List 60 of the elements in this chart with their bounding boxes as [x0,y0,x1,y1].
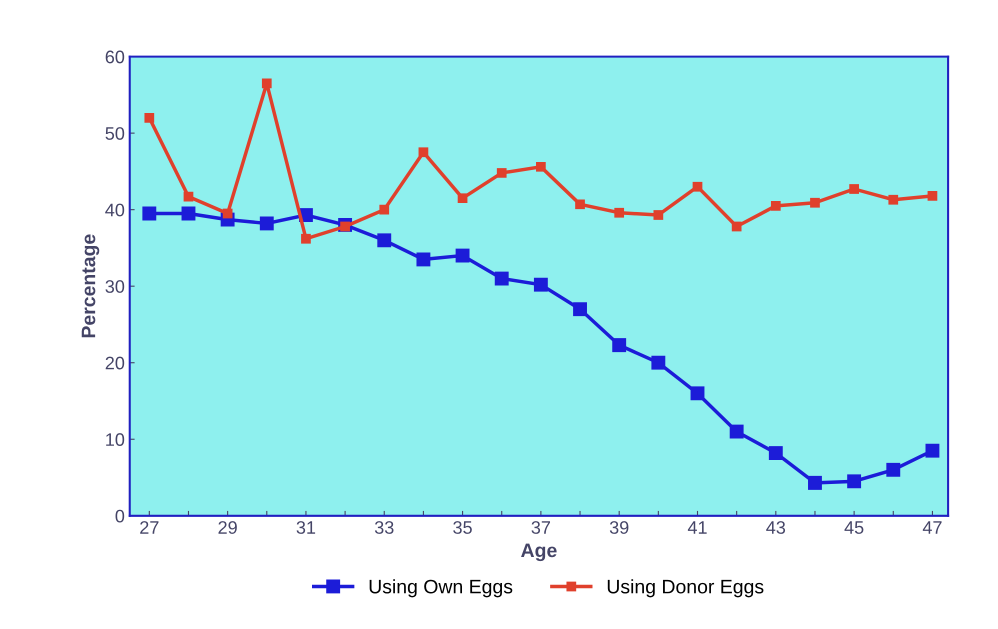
point [260,216,274,230]
point [928,191,938,201]
point [379,204,390,215]
point [575,199,585,210]
point [418,147,428,158]
x-tick-label: 39 [610,521,628,534]
point [886,462,900,477]
point [573,302,587,316]
x-axis-title: Age [521,544,557,562]
x-tick-label: 35 [453,521,472,534]
point [732,222,742,232]
point [536,162,546,172]
x-tick-label: 43 [766,521,786,534]
point [810,198,820,208]
point [768,446,783,460]
y-tick-label: 60 [106,50,124,64]
point [458,193,468,204]
point [416,252,430,266]
point [262,78,272,88]
legend-label: Using Donor Eggs [608,579,764,598]
x-tick-label: 29 [218,521,237,534]
point [456,248,470,263]
y-tick-label: 50 [106,127,124,140]
point [612,338,626,352]
point [888,194,898,205]
point [651,356,666,370]
point [534,278,548,292]
x-tick-label: 31 [296,521,316,534]
point [847,474,862,488]
y-tick-label: 0 [116,510,124,522]
point [494,272,509,286]
point [770,200,781,211]
x-tick-label: 27 [140,521,158,534]
point [849,184,859,194]
point [653,210,664,220]
y-tick-label: 40 [105,204,124,216]
point [377,233,392,248]
y-tick-label: 30 [105,280,124,293]
point [182,206,196,220]
y-tick-label: 20 [106,356,124,370]
point [808,476,822,490]
point [142,206,156,220]
point [692,182,702,192]
legend-label: Using Own Eggs [370,579,512,598]
x-tick-label: 37 [532,521,550,534]
x-tick-label: 45 [844,521,864,534]
point [614,208,624,218]
x-tick-label: 33 [374,521,394,534]
point [184,192,194,202]
x-tick-label: 47 [922,521,942,534]
point [496,168,507,178]
point [925,444,940,458]
x-tick-label: 41 [688,521,707,534]
point [144,112,154,123]
point [690,386,704,400]
y-axis-title: Percentage [82,234,100,338]
y-tick-label: 10 [106,433,124,446]
point [301,234,311,244]
point [730,424,744,439]
point [222,208,232,218]
